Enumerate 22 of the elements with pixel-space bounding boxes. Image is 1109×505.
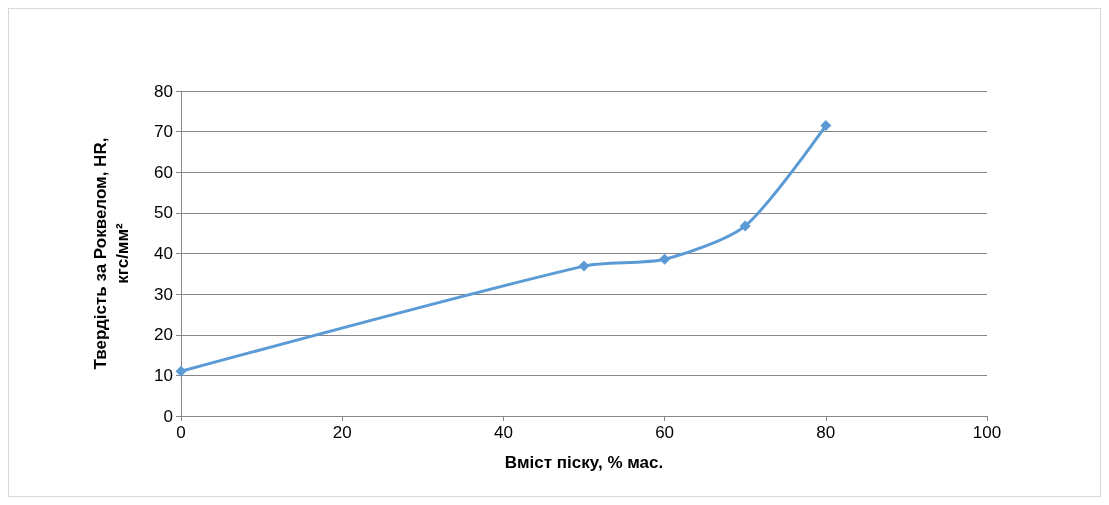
y-tick-label: 80 — [154, 81, 173, 101]
x-tick-label: 0 — [176, 423, 186, 442]
x-tick-label: 100 — [972, 423, 1002, 442]
x-tick-label: 40 — [493, 423, 513, 442]
y-tick-label: 20 — [154, 325, 173, 345]
x-axis-title: Вміст піску, % мас. — [504, 453, 664, 472]
y-axis-title: Твердість за Роквелом, HR, кгс/мм² — [90, 137, 132, 370]
x-tick-label: 60 — [655, 423, 675, 442]
y-tick-label: 10 — [154, 365, 173, 385]
y-tick-label: 30 — [154, 284, 173, 304]
y-tick-label: 40 — [154, 244, 173, 263]
point — [820, 120, 832, 132]
point — [175, 365, 187, 377]
point — [659, 253, 671, 265]
point — [739, 220, 751, 232]
y-tick-label: 0 — [163, 406, 173, 426]
x-tick-label: 80 — [816, 423, 836, 442]
x-tick-label: 20 — [332, 423, 352, 442]
y-tick-label: 60 — [154, 162, 173, 182]
y-tick-label: 70 — [154, 122, 173, 142]
y-tick-label: 50 — [154, 203, 173, 223]
point — [578, 260, 590, 272]
